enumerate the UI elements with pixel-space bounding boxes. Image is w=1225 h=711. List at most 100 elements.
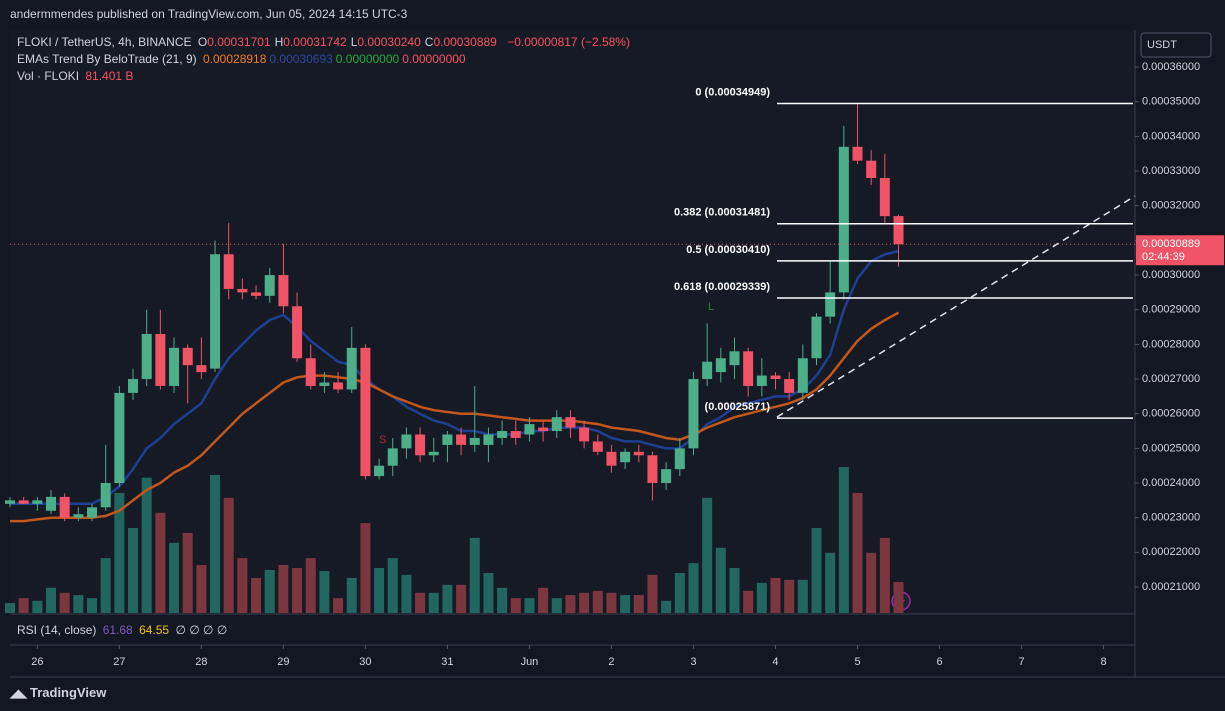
rsi-empty: ∅ ∅ ∅ ∅ bbox=[175, 623, 228, 637]
y-tick-label: 0.00036000 bbox=[1142, 61, 1200, 73]
volume-bar bbox=[128, 527, 139, 613]
fib-label: (0.00025871) bbox=[705, 401, 771, 413]
volume-bar bbox=[87, 598, 98, 613]
fib-price: (0.00030410) bbox=[705, 244, 771, 256]
fib-price: (0.00029339) bbox=[705, 281, 771, 293]
y-tick-label: 0.00024000 bbox=[1142, 477, 1200, 489]
volume-bar bbox=[428, 592, 439, 613]
volume-bar bbox=[155, 512, 166, 613]
volume-bar bbox=[114, 492, 125, 613]
volume-bar bbox=[141, 477, 152, 613]
candle-body bbox=[87, 507, 98, 518]
volume-bar bbox=[510, 598, 521, 613]
fib-ratio: 0 bbox=[695, 86, 704, 98]
publisher: andermmendes published on TradingView.co… bbox=[10, 7, 408, 21]
volume-bar bbox=[866, 552, 877, 613]
candle-body bbox=[428, 451, 439, 456]
candle-body bbox=[469, 437, 480, 445]
volume-bar bbox=[620, 595, 631, 613]
volume-bar bbox=[210, 475, 221, 613]
volume-bar bbox=[579, 592, 590, 613]
candle-body bbox=[838, 146, 849, 293]
currency[interactable]: USDT bbox=[1147, 39, 1177, 51]
volume-bar bbox=[456, 584, 467, 613]
volume-bar bbox=[825, 552, 836, 613]
rsi-value: 61.68 bbox=[102, 623, 133, 637]
symbol: FLOKI / TetherUS, 4h, BINANCE bbox=[17, 35, 192, 49]
candle-body bbox=[196, 365, 207, 373]
volume-bar bbox=[729, 568, 740, 613]
candle-body bbox=[415, 434, 426, 456]
volume-bar bbox=[387, 558, 398, 613]
candle-body bbox=[538, 427, 549, 432]
volume-bar bbox=[702, 497, 713, 613]
ohlc-value: 0.00030889 bbox=[433, 35, 497, 49]
x-tick-label: 31 bbox=[441, 656, 453, 668]
ohlc-value: 0.00031742 bbox=[283, 35, 347, 49]
volume-bar bbox=[674, 572, 685, 613]
x-tick-label: 26 bbox=[31, 656, 43, 668]
candle-body bbox=[442, 434, 453, 445]
candle-body bbox=[497, 431, 508, 438]
y-tick-label: 0.00028000 bbox=[1142, 338, 1200, 350]
candle-body bbox=[852, 146, 863, 161]
candle-body bbox=[456, 434, 467, 445]
candle-body bbox=[811, 316, 822, 359]
volume-bar bbox=[497, 587, 508, 613]
candle-body bbox=[825, 292, 836, 317]
candle-body bbox=[374, 465, 385, 477]
y-tick-label: 0.00030000 bbox=[1142, 269, 1200, 281]
candle-body bbox=[674, 448, 685, 470]
volume-bar bbox=[715, 547, 726, 613]
volume-bar bbox=[661, 600, 672, 613]
volume-bar bbox=[264, 569, 275, 613]
volume-bar bbox=[196, 564, 207, 613]
x-tick-label: 29 bbox=[277, 656, 289, 668]
x-tick-label: 27 bbox=[113, 656, 125, 668]
long-signal: L bbox=[708, 301, 714, 313]
y-tick-label: 0.00034000 bbox=[1142, 130, 1200, 142]
y-tick-label: 0.00029000 bbox=[1142, 304, 1200, 316]
volume-bar bbox=[100, 558, 111, 613]
candle-body bbox=[483, 434, 494, 445]
volume-bar bbox=[401, 574, 412, 613]
rsi-label: RSI (14, close) bbox=[17, 623, 97, 637]
last-price-label: 0.00030889 bbox=[1142, 238, 1200, 250]
rsi-legend: RSI (14, close) 61.68 64.55 ∅ ∅ ∅ ∅ bbox=[17, 623, 230, 637]
volume-bar bbox=[469, 537, 480, 613]
indicator-values: 0.00028918 0.00030693 0.00000000 0.00000000 bbox=[203, 52, 469, 66]
volume-bar bbox=[169, 542, 180, 613]
candle-body bbox=[647, 455, 658, 484]
volume-bar bbox=[811, 527, 822, 613]
candle-body bbox=[770, 375, 781, 380]
x-tick-label: 5 bbox=[854, 656, 860, 668]
candle-body bbox=[346, 347, 357, 390]
candle-body bbox=[579, 427, 590, 442]
candle-body bbox=[565, 417, 576, 428]
candle-body bbox=[5, 500, 15, 504]
candle-body bbox=[551, 417, 562, 432]
fib-ratio: 0.618 bbox=[674, 281, 705, 293]
indicator: EMAs Trend By BeloTrade (21, 9) bbox=[17, 52, 197, 66]
symbol-legend: FLOKI / TetherUS, 4h, BINANCE O0.0003170… bbox=[17, 35, 633, 49]
indicator-value: 0.00028918 bbox=[202, 52, 267, 66]
volume-bar bbox=[32, 600, 43, 613]
candle-body bbox=[866, 160, 877, 179]
x-tick-label: 8 bbox=[1100, 656, 1106, 668]
y-tick-label: 0.00032000 bbox=[1142, 200, 1200, 212]
currency-box[interactable] bbox=[1140, 32, 1212, 58]
volume-bar bbox=[333, 598, 344, 613]
x-tick-label: 7 bbox=[1018, 656, 1024, 668]
volume-bar bbox=[415, 592, 426, 613]
volume-bar bbox=[305, 558, 316, 613]
volume-bar bbox=[784, 579, 795, 613]
indicator-value: 0.00030693 bbox=[269, 52, 333, 66]
volume-value: 81.401 B bbox=[85, 69, 134, 83]
x-tick-label: 28 bbox=[195, 656, 207, 668]
top-bar bbox=[0, 0, 1225, 30]
volume-bar bbox=[647, 574, 658, 613]
candle-body bbox=[251, 292, 262, 296]
volume-bar bbox=[879, 537, 890, 613]
x-tick-label: 3 bbox=[690, 656, 696, 668]
x-tick-label: 4 bbox=[772, 656, 778, 668]
